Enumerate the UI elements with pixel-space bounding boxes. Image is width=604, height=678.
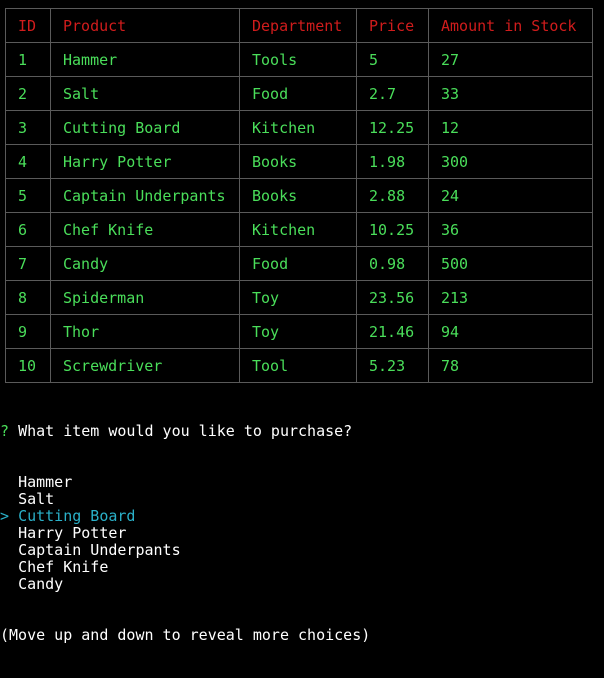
cell-price: 12.25: [356, 110, 429, 145]
cell-price: 0.98: [356, 246, 429, 281]
table-row: 9 Thor Toy 21.46 94: [5, 314, 593, 349]
prompt-question: What item would you like to purchase?: [18, 422, 353, 440]
cell-department: Food: [239, 246, 357, 281]
cell-amount-in-stock: 24: [428, 178, 593, 213]
cell-amount-in-stock: 213: [428, 280, 593, 315]
cell-id: 7: [5, 246, 51, 281]
cell-price: 21.46: [356, 314, 429, 349]
choice-label: Captain Underpants: [18, 541, 181, 559]
cell-department: Books: [239, 178, 357, 213]
column-header-amount-in-stock: Amount in Stock: [428, 8, 593, 43]
cell-id: 3: [5, 110, 51, 145]
choice-item[interactable]: Chef Knife: [0, 559, 604, 576]
terminal-window: ID Product Department Price Amount in St…: [0, 8, 593, 644]
cell-amount-in-stock: 33: [428, 76, 593, 111]
cell-product: Spiderman: [50, 280, 240, 315]
cell-amount-in-stock: 36: [428, 212, 593, 247]
choice-label: Chef Knife: [18, 558, 109, 576]
cell-price: 2.7: [356, 76, 429, 111]
cell-id: 1: [5, 42, 51, 77]
table-row: 3 Cutting Board Kitchen 12.25 12: [5, 110, 593, 145]
cell-price: 1.98: [356, 144, 429, 179]
table-row: 1 Hammer Tools 5 27: [5, 42, 593, 77]
question-mark-icon: ?: [0, 422, 10, 440]
cell-amount-in-stock: 300: [428, 144, 593, 179]
table-row: 6 Chef Knife Kitchen 10.25 36: [5, 212, 593, 247]
table-header-row: ID Product Department Price Amount in St…: [5, 8, 593, 43]
table-row: 7 Candy Food 0.98 500: [5, 246, 593, 281]
cell-department: Kitchen: [239, 110, 357, 145]
selection-pointer-icon: [0, 575, 9, 593]
cell-price: 2.88: [356, 178, 429, 213]
cell-amount-in-stock: 500: [428, 246, 593, 281]
choice-item[interactable]: > Cutting Board: [0, 508, 604, 525]
cell-price: 5.23: [356, 348, 429, 383]
table-row: 4 Harry Potter Books 1.98 300: [5, 144, 593, 179]
column-header-department: Department: [239, 8, 357, 43]
cell-amount-in-stock: 12: [428, 110, 593, 145]
cell-id: 8: [5, 280, 51, 315]
cell-price: 5: [356, 42, 429, 77]
cell-department: Toy: [239, 314, 357, 349]
table-row: 5 Captain Underpants Books 2.88 24: [5, 178, 593, 213]
cell-department: Food: [239, 76, 357, 111]
choice-label: Harry Potter: [18, 524, 127, 542]
choice-label: Candy: [18, 575, 64, 593]
column-header-product: Product: [50, 8, 240, 43]
cell-id: 4: [5, 144, 51, 179]
choice-list[interactable]: Hammer Salt > Cutting Board Harry Potter …: [0, 474, 604, 593]
cell-department: Kitchen: [239, 212, 357, 247]
prompt-question-line: ? What item would you like to purchase?: [0, 423, 604, 440]
selection-pointer-icon: [0, 558, 9, 576]
cell-product: Harry Potter: [50, 144, 240, 179]
cell-product: Thor: [50, 314, 240, 349]
table-body: 1 Hammer Tools 5 27 2 Salt Food 2.7 33 3 Cutting Bo…: [5, 42, 593, 383]
cell-department: Tools: [239, 42, 357, 77]
table-row: 8 Spiderman Toy 23.56 213: [5, 280, 593, 315]
table-row: 2 Salt Food 2.7 33: [5, 76, 593, 111]
choice-label: Hammer: [18, 473, 73, 491]
cell-id: 10: [5, 348, 51, 383]
choice-label: Salt: [18, 490, 55, 508]
cell-price: 10.25: [356, 212, 429, 247]
cell-product: Hammer: [50, 42, 240, 77]
cell-price: 23.56: [356, 280, 429, 315]
cell-product: Chef Knife: [50, 212, 240, 247]
purchase-prompt: ? What item would you like to purchase? …: [0, 389, 604, 678]
cell-department: Tool: [239, 348, 357, 383]
cell-amount-in-stock: 27: [428, 42, 593, 77]
cell-amount-in-stock: 94: [428, 314, 593, 349]
selection-pointer-icon: [0, 541, 9, 559]
selection-pointer-icon: [0, 524, 9, 542]
choice-item[interactable]: Candy: [0, 576, 604, 593]
cell-id: 2: [5, 76, 51, 111]
cell-amount-in-stock: 78: [428, 348, 593, 383]
cell-product: Cutting Board: [50, 110, 240, 145]
choice-item[interactable]: Salt: [0, 491, 604, 508]
selection-pointer-icon: >: [0, 507, 10, 525]
cell-id: 5: [5, 178, 51, 213]
prompt-hint: (Move up and down to reveal more choices…: [0, 626, 371, 644]
column-header-id: ID: [5, 8, 51, 43]
products-table: ID Product Department Price Amount in St…: [5, 8, 593, 383]
table-row: 10 Screwdriver Tool 5.23 78: [5, 348, 593, 383]
choice-item[interactable]: Hammer: [0, 474, 604, 491]
selection-pointer-icon: [0, 490, 9, 508]
column-header-price: Price: [356, 8, 429, 43]
cell-department: Books: [239, 144, 357, 179]
choice-label: Cutting Board: [18, 507, 136, 525]
cell-product: Candy: [50, 246, 240, 281]
choice-item[interactable]: Captain Underpants: [0, 542, 604, 559]
cell-id: 6: [5, 212, 51, 247]
cell-product: Salt: [50, 76, 240, 111]
cell-product: Captain Underpants: [50, 178, 240, 213]
selection-pointer-icon: [0, 473, 9, 491]
cell-product: Screwdriver: [50, 348, 240, 383]
choice-item[interactable]: Harry Potter: [0, 525, 604, 542]
cell-id: 9: [5, 314, 51, 349]
cell-department: Toy: [239, 280, 357, 315]
